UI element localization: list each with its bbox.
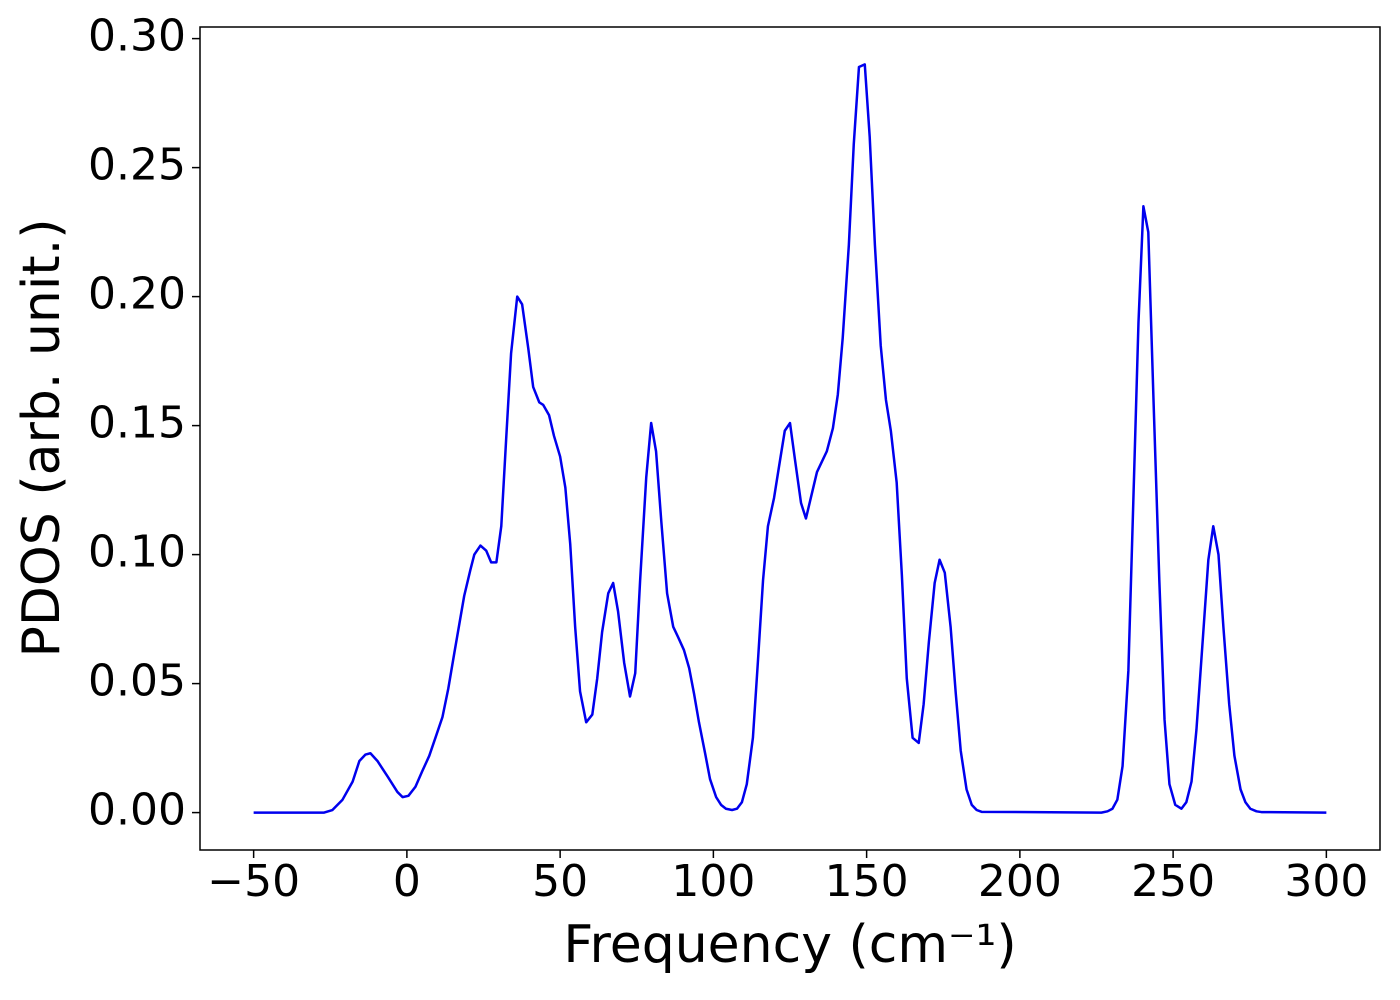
y-tick-label: 0.15 <box>88 398 186 449</box>
y-tick-label: 0.30 <box>88 11 186 62</box>
y-tick-label: 0.10 <box>88 527 186 578</box>
x-tick-label: 0 <box>393 856 421 907</box>
x-tick-label: 200 <box>978 856 1062 907</box>
x-axis-label: Frequency (cm⁻¹) <box>563 915 1016 975</box>
pdos-line <box>253 63 1327 814</box>
y-tick-label: 0.00 <box>88 785 186 836</box>
x-tick-label: −50 <box>207 856 300 907</box>
y-tick-label: 0.20 <box>88 269 186 320</box>
x-tick-label: 100 <box>671 856 755 907</box>
x-tick-label: 250 <box>1131 856 1215 907</box>
y-tick-label: 0.05 <box>88 656 186 707</box>
x-tick-label: 150 <box>825 856 909 907</box>
x-tick-label: 50 <box>532 856 588 907</box>
y-tick-label: 0.25 <box>88 140 186 191</box>
x-tick-label: 300 <box>1284 856 1368 907</box>
y-axis-label: PDOS (arb. unit.) <box>12 218 72 657</box>
plot-frame <box>199 26 1381 851</box>
